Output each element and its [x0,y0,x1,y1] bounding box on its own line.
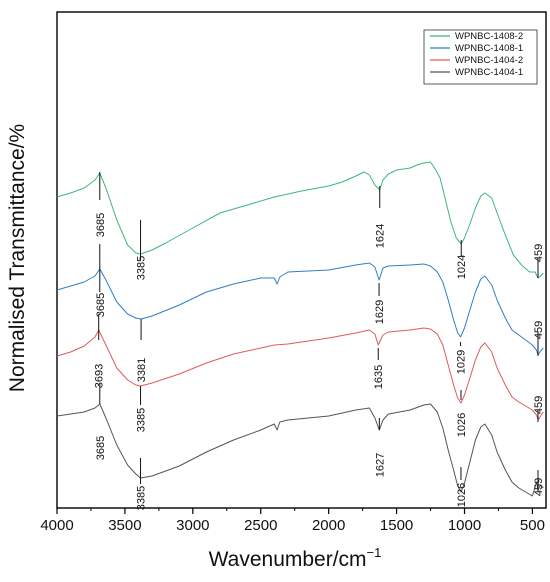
peak-label: 3685 [95,213,107,237]
x-tick-label: 3500 [108,517,141,534]
x-tick-label: 4000 [40,517,73,534]
peak-label: 1026 [456,483,468,507]
peak-label: 3693 [94,364,106,388]
peak-label: 1024 [456,255,468,279]
peak-label: 3381 [136,358,148,382]
peak-label: 459 [533,244,545,262]
x-tick-label: 1500 [380,517,413,534]
peak-label: 1029 [456,350,468,374]
x-tick-label: 1000 [448,517,481,534]
peak-label: 3685 [95,293,107,317]
series-line-wpnbc-1404-1 [56,403,544,497]
legend-label: WPNBC-1404-2 [455,55,523,66]
peak-label: 1629 [374,300,386,324]
peak-label: 459 [533,321,545,339]
peak-label: 1635 [373,365,385,389]
peak-label: 3385 [136,256,148,280]
peak-label: 3385 [136,486,148,510]
x-axis-title-text: Wavenumber/cm [209,548,367,571]
x-tick-label: 3000 [176,517,209,534]
x-tick-label: 500 [520,517,545,534]
peak-label: 1627 [374,453,386,477]
x-axis-ticks: 4000 3500 3000 2500 2000 1500 1000 500 [40,508,545,534]
legend-label: WPNBC-1408-1 [455,43,523,54]
series-line-wpnbc-1404-2 [56,327,544,421]
peak-label: 3685 [95,436,107,460]
legend: WPNBC-1408-2WPNBC-1408-1WPNBC-1404-2WPNB… [423,29,538,85]
legend-label: WPNBC-1408-2 [455,31,523,42]
x-axis-title: Wavenumber/cm−1 [209,545,382,571]
x-tick-label: 2500 [244,517,277,534]
peak-annotations: 3685 3385 1624 1024 459 3685 3381 1629 1029 459 36… [94,172,545,510]
y-axis-title: Normalised Transmittance/% [6,124,29,392]
plot-border [56,11,547,509]
legend-label: WPNBC-1404-1 [455,67,523,78]
x-tick-label: 2000 [312,517,345,534]
x-axis-title-superscript: −1 [367,545,382,560]
peak-label: 1026 [456,413,468,437]
series-layer [56,161,544,497]
series-line-wpnbc-1408-1 [56,262,544,356]
peak-label: 1624 [375,224,387,248]
peak-label: 459 [533,478,545,496]
legend-box [423,29,538,85]
plot-frame [56,11,547,509]
peak-label: 3385 [136,408,148,432]
series-line-wpnbc-1408-2 [56,161,544,279]
peak-label: 459 [533,396,545,414]
